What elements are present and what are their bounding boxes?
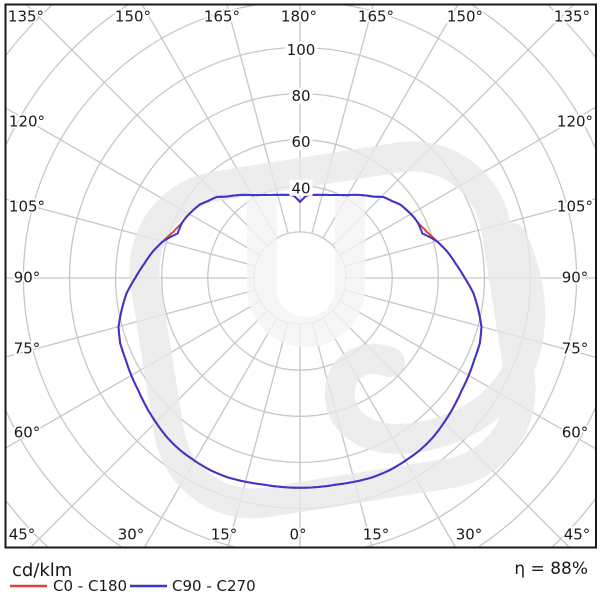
radial-label-100: 100 xyxy=(287,41,316,59)
angle-label-165: 165° xyxy=(204,8,240,26)
radial-label-backing xyxy=(289,87,313,104)
angle-label-75: 75° xyxy=(14,340,41,358)
legend: cd/klm C0 - C180 C90 - C270 η = 88% xyxy=(10,559,588,595)
angle-label-45: 45° xyxy=(9,526,36,544)
angle-label-45: 45° xyxy=(564,526,591,544)
angle-label-120: 120° xyxy=(9,113,45,131)
watermark-frame-shape xyxy=(129,141,536,519)
grid-spoke xyxy=(26,5,268,246)
efficiency-label: η = 88% xyxy=(514,559,588,579)
grid-spoke xyxy=(6,289,256,358)
angle-label-105: 105° xyxy=(557,198,593,216)
grid-spoke xyxy=(332,5,574,246)
angle-label-90: 90° xyxy=(562,269,589,287)
watermark-logo xyxy=(129,141,546,519)
angle-labels: 135° 150° 165° 180° 165° 150° 135° 120° 120° 105°… xyxy=(6,6,595,546)
angle-label-105: 105° xyxy=(9,198,45,216)
radial-label-backing xyxy=(289,179,313,196)
grid-spoke xyxy=(344,198,596,267)
angle-label-30: 30° xyxy=(118,526,145,544)
radial-label-60: 60 xyxy=(291,133,310,151)
radial-label-backing xyxy=(285,41,317,58)
curve-c90-c270 xyxy=(117,193,483,489)
radial-label-backing xyxy=(289,133,313,150)
radial-label-40: 40 xyxy=(291,179,310,197)
angle-label-135: 135° xyxy=(8,8,44,26)
grid-spoke xyxy=(6,300,261,449)
angle-label-135: 135° xyxy=(554,8,590,26)
grid-spoke xyxy=(322,5,459,239)
angle-label-180: 180° xyxy=(281,8,317,26)
angle-label-30: 30° xyxy=(456,526,483,544)
angle-label-15: 15° xyxy=(211,526,238,544)
watermark-u-shape xyxy=(247,197,365,347)
legend-label-c90-c270: C90 - C270 xyxy=(172,577,256,595)
intensity-curves xyxy=(117,193,483,489)
angle-label-60: 60° xyxy=(562,424,589,442)
legend-label-c0-c180: C0 - C180 xyxy=(53,577,127,595)
angle-label-90: 90° xyxy=(14,269,41,287)
angle-label-150: 150° xyxy=(115,8,151,26)
angle-label-0: 0° xyxy=(289,526,306,544)
plot-frame xyxy=(4,3,597,549)
angle-label-75: 75° xyxy=(562,340,589,358)
grid-spoke xyxy=(6,198,256,267)
grid-spoke xyxy=(6,107,261,256)
radial-labels: 40 60 80 100 xyxy=(285,41,317,197)
angle-label-165: 165° xyxy=(358,8,394,26)
angle-label-150: 150° xyxy=(447,8,483,26)
watermark-swoosh-shape xyxy=(324,223,546,454)
angle-label-15: 15° xyxy=(363,526,390,544)
units-label: cd/klm xyxy=(12,560,72,581)
angle-label-120: 120° xyxy=(557,113,593,131)
radial-label-80: 80 xyxy=(291,87,310,105)
grid-spoke xyxy=(30,310,268,547)
angle-label-60: 60° xyxy=(14,424,41,442)
grid-spoke xyxy=(339,106,596,256)
